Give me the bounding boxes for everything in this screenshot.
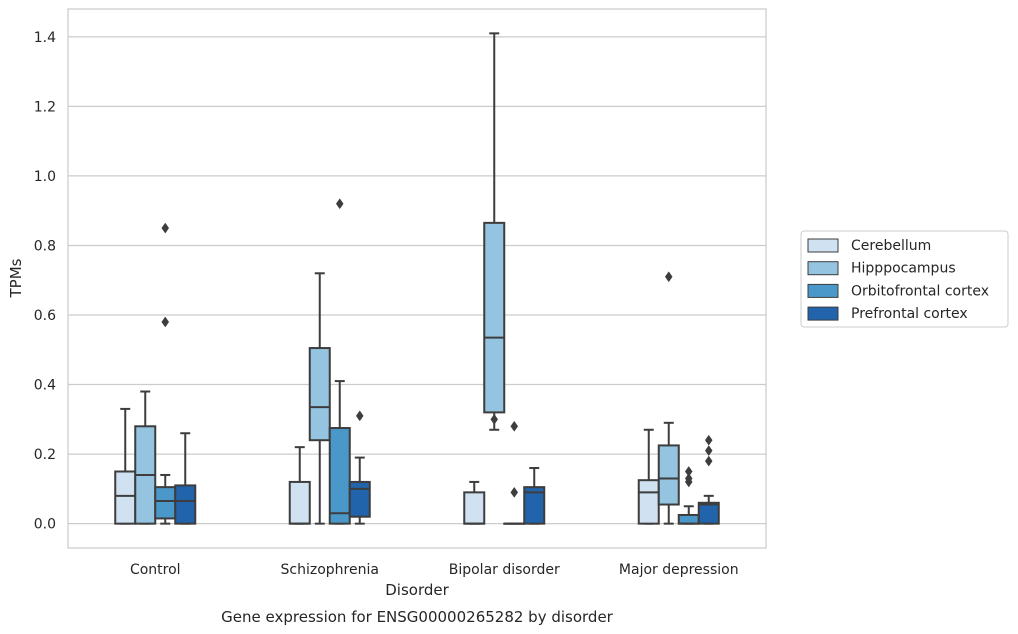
boxes bbox=[114, 32, 720, 525]
x-tick-label: Control bbox=[130, 562, 181, 578]
box-3-3 bbox=[697, 434, 720, 525]
y-tick-label: 0.2 bbox=[34, 447, 56, 463]
box-rect bbox=[463, 491, 486, 525]
legend-label: Prefrontal cortex bbox=[851, 306, 968, 322]
box-2-2 bbox=[503, 420, 526, 525]
box-1-1 bbox=[308, 272, 331, 525]
y-tick-label: 0.4 bbox=[34, 378, 56, 394]
box-rect bbox=[308, 347, 331, 442]
box-2-1 bbox=[328, 198, 351, 525]
x-tick-label: Major depression bbox=[619, 562, 739, 578]
box-1-2 bbox=[483, 32, 506, 431]
box-rect bbox=[288, 480, 311, 525]
legend-swatch bbox=[807, 306, 839, 321]
y-tick-label: 0.0 bbox=[34, 517, 56, 533]
outlier-point bbox=[161, 316, 170, 328]
outlier-point bbox=[510, 420, 519, 432]
box-3-0 bbox=[174, 432, 197, 525]
x-axis-label: Disorder bbox=[385, 581, 449, 599]
y-tick-label: 0.6 bbox=[34, 308, 56, 324]
box-rect bbox=[697, 501, 720, 525]
y-tick-label: 1.0 bbox=[34, 169, 56, 185]
legend-label: Hipppocampus bbox=[851, 261, 956, 277]
box-0-3 bbox=[637, 428, 660, 525]
box-rect bbox=[637, 479, 660, 525]
box-rect bbox=[328, 427, 351, 525]
outlier-point bbox=[684, 466, 693, 477]
outlier-point bbox=[704, 434, 713, 446]
box-rect bbox=[657, 444, 680, 506]
y-tick-label: 1.2 bbox=[34, 99, 56, 115]
legend-frame bbox=[800, 230, 1009, 328]
box-0-2 bbox=[463, 480, 486, 525]
outlier-point bbox=[335, 198, 344, 210]
box-rect bbox=[154, 486, 177, 520]
outlier-point bbox=[684, 473, 693, 484]
outlier-point bbox=[355, 410, 364, 422]
x-tick-label: Schizophrenia bbox=[281, 562, 379, 578]
legend-swatch bbox=[807, 283, 839, 298]
box-rect bbox=[174, 484, 197, 525]
legend-label: Orbitofrontal cortex bbox=[851, 283, 989, 299]
y-axis-label: TPMs bbox=[7, 258, 25, 298]
outlier-point bbox=[490, 413, 499, 425]
box-rect bbox=[523, 486, 546, 525]
legend-swatch bbox=[807, 261, 839, 276]
box-3-2 bbox=[523, 467, 546, 525]
outlier-point bbox=[704, 445, 713, 457]
box-0-0 bbox=[114, 407, 137, 525]
box-1-0 bbox=[134, 390, 157, 525]
box-rect bbox=[677, 513, 700, 525]
y-tick-label: 1.4 bbox=[34, 30, 56, 46]
outlier-point bbox=[664, 271, 673, 283]
y-tick-labels: 0.0 0.2 0.4 0.6 0.8 1.0 1.2 1.4 bbox=[34, 30, 56, 533]
x-tick-labels: Control Schizophrenia Bipolar disorder Majo… bbox=[130, 562, 739, 578]
box-3-1 bbox=[348, 410, 371, 525]
y-tick-label: 0.8 bbox=[34, 238, 56, 254]
box-rect bbox=[348, 480, 371, 518]
chart-caption: Gene expression for ENSG00000265282 by d… bbox=[221, 608, 614, 626]
legend: Cerebellum Hipppocampus Orbitofrontal cort… bbox=[800, 230, 1009, 328]
box-1-3 bbox=[657, 271, 680, 525]
box-2-3 bbox=[677, 466, 700, 525]
plot-frame bbox=[67, 8, 767, 549]
legend-swatch bbox=[807, 238, 839, 253]
legend-label: Cerebellum bbox=[851, 238, 931, 254]
x-tick-label: Bipolar disorder bbox=[449, 562, 560, 578]
box-0-1 bbox=[288, 446, 311, 525]
outlier-point bbox=[510, 486, 519, 498]
box-rect bbox=[114, 470, 137, 525]
box-rect bbox=[483, 221, 506, 414]
outlier-point bbox=[161, 222, 170, 234]
box-2-0 bbox=[154, 222, 177, 525]
outlier-point bbox=[704, 455, 713, 467]
